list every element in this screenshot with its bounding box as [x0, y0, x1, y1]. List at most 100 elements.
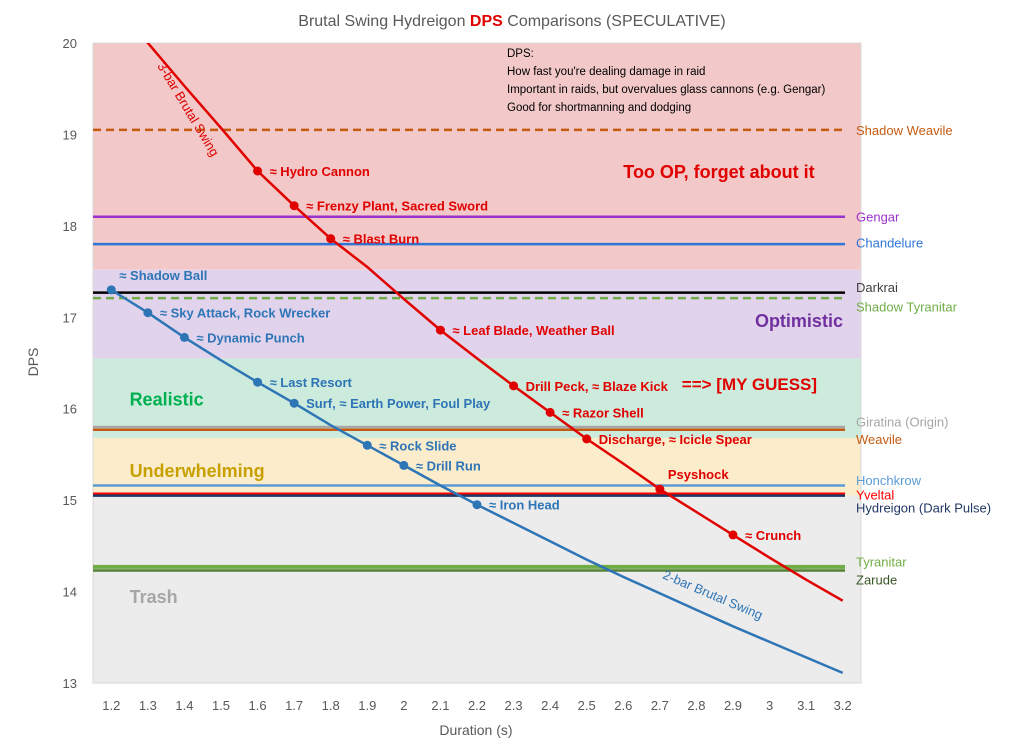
y-tick-label: 18 [63, 219, 77, 234]
x-tick-label: 2.7 [651, 698, 669, 713]
x-tick-label: 1.2 [102, 698, 120, 713]
reference-label: Shadow Tyranitar [856, 299, 958, 314]
reference-label: Shadow Weavile [856, 123, 953, 138]
data-point-label: Psyshock [668, 467, 729, 482]
reference-lines [93, 128, 845, 572]
data-point-label: Drill Peck, ≈ Blaze Kick [526, 379, 669, 394]
guess-label: ==> [MY GUESS] [682, 375, 817, 394]
band-4 [93, 495, 861, 683]
x-tick-label: 2.9 [724, 698, 742, 713]
reference-label: Zarude [856, 573, 897, 588]
chart-title-part: Brutal Swing Hydreigon [298, 13, 470, 30]
data-point-marker [509, 381, 519, 391]
band-1 [93, 269, 861, 359]
data-point-label: Discharge, ≈ Icicle Spear [599, 432, 752, 447]
reference-label: Honchkrow [856, 473, 922, 488]
data-point-label: Surf, ≈ Earth Power, Foul Play [306, 396, 491, 411]
x-tick-label: 3.2 [834, 698, 852, 713]
data-point-label: ≈ Dynamic Punch [196, 330, 304, 345]
x-tick-label: 1.3 [139, 698, 157, 713]
x-tick-label: 3.1 [797, 698, 815, 713]
chart-title: Brutal Swing Hydreigon DPS Comparisons (… [298, 13, 725, 30]
y-tick-label: 14 [63, 585, 77, 600]
data-point-marker [289, 201, 299, 211]
x-tick-label: 1.5 [212, 698, 230, 713]
band-label: Optimistic [755, 311, 843, 331]
reference-label: Yveltal [856, 488, 894, 503]
x-tick-label: 1.8 [322, 698, 340, 713]
x-tick-label: 1.4 [175, 698, 193, 713]
x-tick-label: 3 [766, 698, 773, 713]
data-point-marker [582, 434, 592, 444]
data-point-label: ≈ Sky Attack, Rock Wrecker [160, 306, 330, 321]
reference-label: Gengar [856, 210, 900, 225]
data-point-label: ≈ Razor Shell [562, 405, 644, 420]
data-point-marker [362, 440, 372, 450]
grid-layer [92, 42, 862, 684]
x-tick-label: 1.9 [358, 698, 376, 713]
data-point-marker [472, 500, 482, 510]
data-point-marker [253, 166, 263, 176]
x-tick-label: 2 [400, 698, 407, 713]
x-tick-label: 2.8 [687, 698, 705, 713]
info-box-line: Important in raids, but overvalues glass… [507, 84, 826, 96]
data-point-label: ≈ Drill Run [416, 458, 481, 473]
reference-label: Hydreigon (Dark Pulse) [856, 500, 991, 515]
data-point-marker [179, 332, 189, 342]
data-point-marker [399, 460, 409, 470]
band-2 [93, 358, 861, 438]
reference-label: Giratina (Origin) [856, 415, 948, 430]
data-point-label: ≈ Rock Slide [379, 438, 456, 453]
band-label: Trash [130, 587, 178, 607]
data-point-marker [545, 407, 555, 417]
reference-label: Chandelure [856, 235, 923, 250]
chart-title-part: Comparisons (SPECULATIVE) [503, 13, 726, 30]
y-tick-label: 19 [63, 127, 77, 142]
data-point-label: ≈ Crunch [745, 528, 801, 543]
data-point-marker [106, 285, 116, 295]
data-point-label: ≈ Leaf Blade, Weather Ball [452, 323, 614, 338]
info-box-line: Good for shortmanning and dodging [507, 102, 691, 114]
data-point-label: ≈ Hydro Cannon [270, 164, 370, 179]
info-box: DPS: How fast you're dealing damage in ra… [507, 48, 826, 114]
x-tick-label: 2.2 [468, 698, 486, 713]
x-tick-label: 2.4 [541, 698, 559, 713]
data-point-marker [435, 325, 445, 335]
x-tick-label: 1.6 [249, 698, 267, 713]
data-point-label: ≈ Shadow Ball [119, 268, 207, 283]
labels-layer: Too OP, forget about it Optimistic Realist… [106, 60, 991, 623]
y-tick-label: 13 [63, 676, 77, 691]
x-tick-label: 1.7 [285, 698, 303, 713]
series-line-0 [146, 43, 844, 602]
band-label: Realistic [130, 390, 204, 410]
chart-title-highlight: DPS [470, 13, 503, 30]
x-tick-label: 2.1 [431, 698, 449, 713]
band-label: Too OP, forget about it [623, 162, 814, 182]
x-tick-label: 2.3 [505, 698, 523, 713]
x-tick-label: 2.6 [614, 698, 632, 713]
data-point-marker [728, 530, 738, 540]
data-point-marker [253, 377, 263, 387]
reference-label: Darkrai [856, 280, 898, 295]
data-point-label: ≈ Last Resort [270, 375, 353, 390]
info-box-line: How fast you're dealing damage in raid [507, 66, 705, 78]
y-tick-label: 17 [63, 310, 77, 325]
y-tick-label: 15 [63, 493, 77, 508]
data-point-label: ≈ Blast Burn [343, 232, 420, 247]
reference-label: Tyranitar [856, 554, 907, 569]
data-point-marker [289, 398, 299, 408]
band-0 [93, 43, 861, 270]
data-point-marker [655, 484, 665, 494]
x-tick-label: 2.5 [578, 698, 596, 713]
y-axis-label: DPS [25, 348, 41, 377]
y-tick-label: 16 [63, 402, 77, 417]
reference-label: Weavile [856, 432, 902, 447]
data-point-marker [143, 308, 153, 318]
y-tick-label: 20 [63, 36, 77, 51]
data-point-marker [326, 234, 336, 244]
axes-layer: 1.2 1.3 1.4 1.5 1.6 1.7 1.8 1.9 2 2.1 2.2 2.3 2.4 2.5… [63, 36, 852, 713]
data-point-label: ≈ Iron Head [489, 498, 560, 513]
x-axis-label: Duration (s) [439, 722, 512, 738]
data-point-label: ≈ Frenzy Plant, Sacred Sword [306, 199, 488, 214]
info-box-line: DPS: [507, 48, 534, 60]
